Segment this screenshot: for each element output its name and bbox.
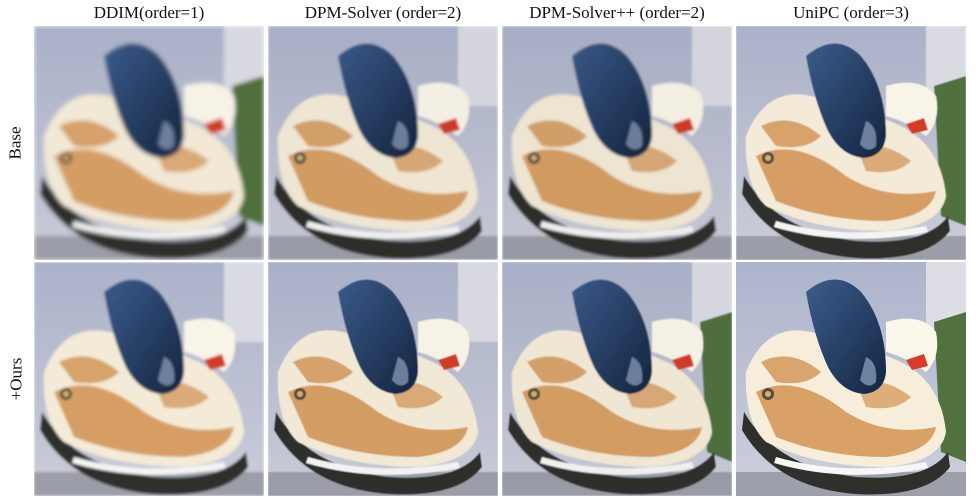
column-title-dpm-solver-pp: DPM-Solver++ (order=2)	[529, 3, 705, 22]
sample-image-base-ddim	[34, 26, 264, 260]
row-label-ours: +Ours	[6, 357, 25, 401]
sample-image-base-dpm-solver-pp	[502, 26, 732, 260]
sample-image-base-unipc	[736, 26, 966, 260]
column-title-unipc: UniPC (order=3)	[793, 3, 909, 22]
sample-image-ours-dpm-solver-pp	[502, 262, 732, 496]
row-label-base: Base	[6, 126, 26, 160]
sample-image-ours-dpm-solver	[268, 262, 498, 496]
column-title-dpm-solver: DPM-Solver (order=2)	[304, 3, 462, 22]
sample-image-ours-unipc	[736, 262, 966, 496]
column-title-ddim: DDIM(order=1)	[93, 3, 205, 22]
sample-image-base-dpm-solver	[268, 26, 498, 260]
sample-image-ours-ddim	[34, 262, 264, 496]
